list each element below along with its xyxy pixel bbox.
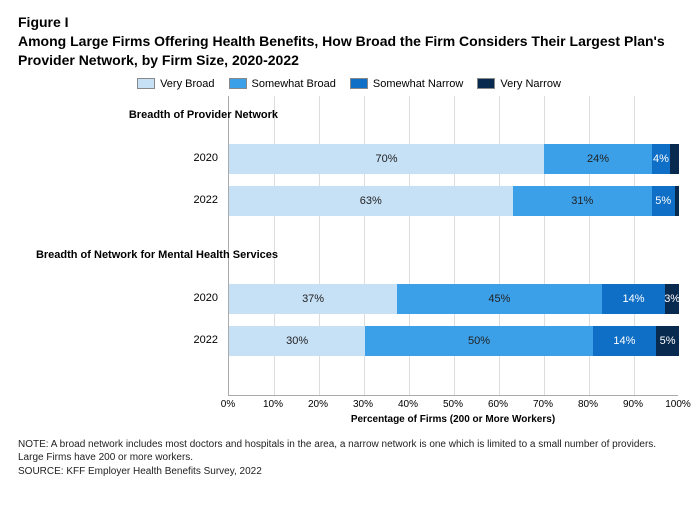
- legend-item: Very Broad: [137, 78, 214, 90]
- bar-segment: 37%: [229, 284, 397, 314]
- x-tick-label: 50%: [443, 399, 463, 410]
- note-line: NOTE: A broad network includes most doct…: [18, 438, 680, 452]
- x-tick-label: 70%: [533, 399, 553, 410]
- legend-swatch: [229, 78, 247, 89]
- bar-segment: [675, 186, 680, 216]
- legend-item: Very Narrow: [477, 78, 561, 90]
- bar-segment: 14%: [593, 326, 657, 356]
- note-line: SOURCE: KFF Employer Health Benefits Sur…: [18, 465, 680, 479]
- bar-segment: 14%: [602, 284, 666, 314]
- legend-item: Somewhat Narrow: [350, 78, 463, 90]
- x-tick-label: 40%: [398, 399, 418, 410]
- bar-segment: 30%: [229, 326, 365, 356]
- stacked-bar: 70%24%4%: [229, 144, 679, 174]
- bar-segment: 24%: [544, 144, 652, 174]
- legend-label: Somewhat Broad: [252, 78, 336, 90]
- bar-segment: 50%: [365, 326, 592, 356]
- bar-segment: 63%: [229, 186, 513, 216]
- plot-region: 70%24%4%63%31%5%37%45%14%3%30%50%14%5%: [228, 96, 678, 396]
- legend: Very Broad Somewhat Broad Somewhat Narrow V…: [18, 78, 680, 90]
- stacked-bar: 63%31%5%: [229, 186, 679, 216]
- stacked-bar: 37%45%14%3%: [229, 284, 679, 314]
- bar-segment: 45%: [397, 284, 602, 314]
- chart-title: Among Large Firms Offering Health Benefi…: [18, 32, 680, 70]
- legend-label: Somewhat Narrow: [373, 78, 463, 90]
- footnotes: NOTE: A broad network includes most doct…: [18, 438, 680, 479]
- row-label: 2022: [18, 334, 218, 346]
- bar-segment: 4%: [652, 144, 670, 174]
- legend-swatch: [350, 78, 368, 89]
- bar-segment: 5%: [652, 186, 675, 216]
- legend-swatch: [137, 78, 155, 89]
- x-axis-label: Percentage of Firms (200 or More Workers…: [228, 414, 678, 425]
- x-ticks: 0%10%20%30%40%50%60%70%80%90%100%: [228, 396, 678, 412]
- legend-swatch: [477, 78, 495, 89]
- chart-area: 70%24%4%63%31%5%37%45%14%3%30%50%14%5% B…: [18, 96, 680, 426]
- x-tick-label: 20%: [308, 399, 328, 410]
- legend-label: Very Narrow: [500, 78, 561, 90]
- x-tick-label: 80%: [578, 399, 598, 410]
- x-tick-label: 60%: [488, 399, 508, 410]
- row-label: 2022: [18, 194, 218, 206]
- bar-segment: [670, 144, 679, 174]
- section-label: Breadth of Network for Mental Health Ser…: [18, 249, 278, 261]
- row-label: 2020: [18, 152, 218, 164]
- x-tick-label: 90%: [623, 399, 643, 410]
- bar-segment: 31%: [513, 186, 653, 216]
- section-label: Breadth of Provider Network: [18, 109, 278, 121]
- legend-item: Somewhat Broad: [229, 78, 336, 90]
- note-line: Large Firms have 200 or more workers.: [18, 451, 680, 465]
- bar-segment: 5%: [656, 326, 679, 356]
- x-tick-label: 10%: [263, 399, 283, 410]
- bar-segment: 3%: [665, 284, 679, 314]
- figure-label: Figure I: [18, 14, 680, 30]
- stacked-bar: 30%50%14%5%: [229, 326, 679, 356]
- x-tick-label: 0%: [221, 399, 235, 410]
- x-tick-label: 30%: [353, 399, 373, 410]
- row-label: 2020: [18, 292, 218, 304]
- legend-label: Very Broad: [160, 78, 214, 90]
- bar-segment: 70%: [229, 144, 544, 174]
- x-tick-label: 100%: [665, 399, 691, 410]
